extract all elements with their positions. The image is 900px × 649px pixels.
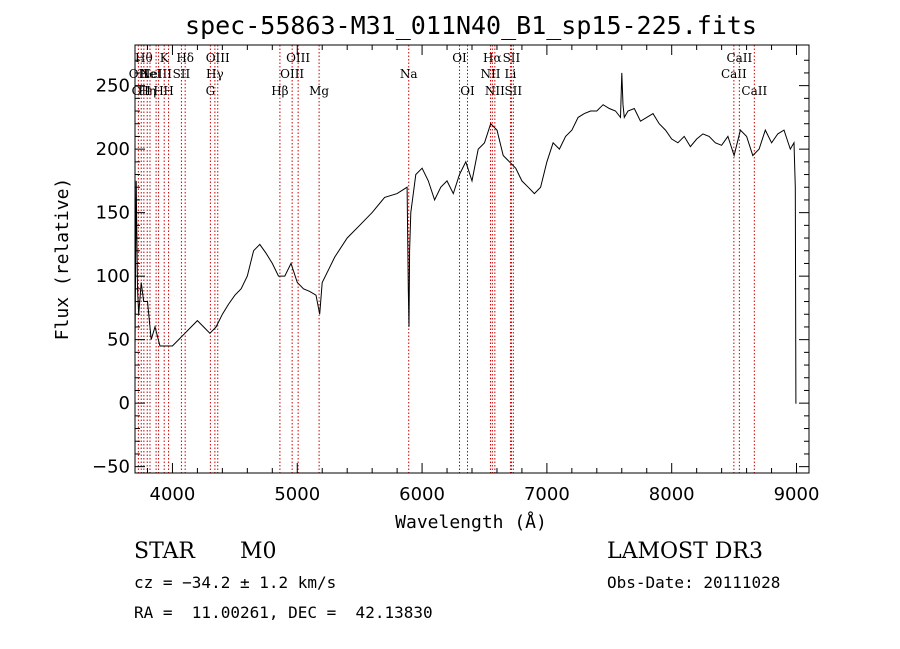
line-label-14-0: Hβ (271, 84, 288, 98)
y-axis-label: Flux (relative) (52, 178, 73, 341)
observation-date: Obs-Date: 20111028 (607, 573, 781, 592)
line-label-12-0: Hγ (206, 67, 224, 81)
line-label-19-0: OI (452, 51, 467, 65)
line-label-13-0: OIII (206, 51, 230, 65)
plot-area (134, 72, 797, 404)
spectral-line-markers: OIIOIIHθHηHeINeIIIHKHSIIHδGHγOIIIHβOIIIO… (129, 45, 767, 473)
object-subclass: M0 (240, 539, 277, 564)
line-label-21-0: NII (480, 67, 500, 81)
line-label-6-0: H (153, 84, 163, 98)
y-tick-label-4: 150 (96, 203, 130, 224)
line-label-22-0: Hα (483, 51, 502, 65)
line-label-18-0: Na (400, 67, 418, 81)
line-label-27-0: CaII (721, 67, 747, 81)
line-label-20-0: OI (460, 84, 475, 98)
x-tick-label-3: 7000 (524, 484, 570, 505)
survey-name: LAMOST DR3 (607, 539, 763, 564)
line-label-8-0: H (163, 84, 173, 98)
x-tick-label-0: 4000 (150, 484, 196, 505)
line-label-16-0: OIII (286, 51, 310, 65)
x-tick-label-2: 6000 (399, 484, 445, 505)
y-tick-label-3: 100 (96, 266, 130, 287)
redshift-cz: cz = −34.2 ± 1.2 km/s (134, 573, 337, 592)
line-label-7-0: K (160, 51, 170, 65)
spectrum-series-line (134, 72, 797, 404)
line-label-28-0: CaII (726, 51, 752, 65)
line-label-25-0: SII (503, 51, 521, 65)
y-tick-label-0: −50 (92, 457, 130, 478)
line-label-15-0: OIII (280, 67, 304, 81)
y-tick-label-6: 250 (96, 76, 130, 97)
chart-title: spec-55863-M31_011N40_B1_sp15-225.fits (185, 11, 757, 40)
x-axis: 4000 5000 6000 7000 8000 9000 (146, 45, 820, 505)
line-label-10-0: Hδ (176, 51, 194, 65)
y-tick-label-5: 200 (96, 139, 130, 160)
line-label-1-0: OII (132, 84, 152, 98)
line-label-5-0: NeIII (140, 67, 172, 81)
plot-frame (134, 44, 810, 474)
line-label-17-0: Mg (309, 84, 329, 98)
line-label-9-0: SII (173, 67, 191, 81)
object-class: STAR (134, 539, 195, 564)
y-tick-label-2: 50 (107, 330, 130, 351)
x-tick-label-4: 8000 (649, 484, 695, 505)
line-label-23-0: NII (485, 84, 505, 98)
x-axis-label: Wavelength (Å) (395, 511, 547, 533)
line-label-11-0: G (206, 84, 216, 98)
line-label-3-0: Hη (138, 84, 156, 98)
line-label-24-0: Li (505, 67, 517, 81)
line-label-26-0: SII (504, 84, 522, 98)
y-axis: −50 0 50 100 150 200 250 (92, 59, 809, 478)
line-label-29-0: CaII (741, 84, 767, 98)
ra-dec-coordinates: RA = 11.00261, DEC = 42.13830 (134, 603, 433, 622)
line-label-2-0: Hθ (135, 51, 153, 65)
y-tick-label-1: 0 (119, 393, 130, 414)
x-tick-label-1: 5000 (274, 484, 320, 505)
x-tick-label-5: 9000 (774, 484, 820, 505)
